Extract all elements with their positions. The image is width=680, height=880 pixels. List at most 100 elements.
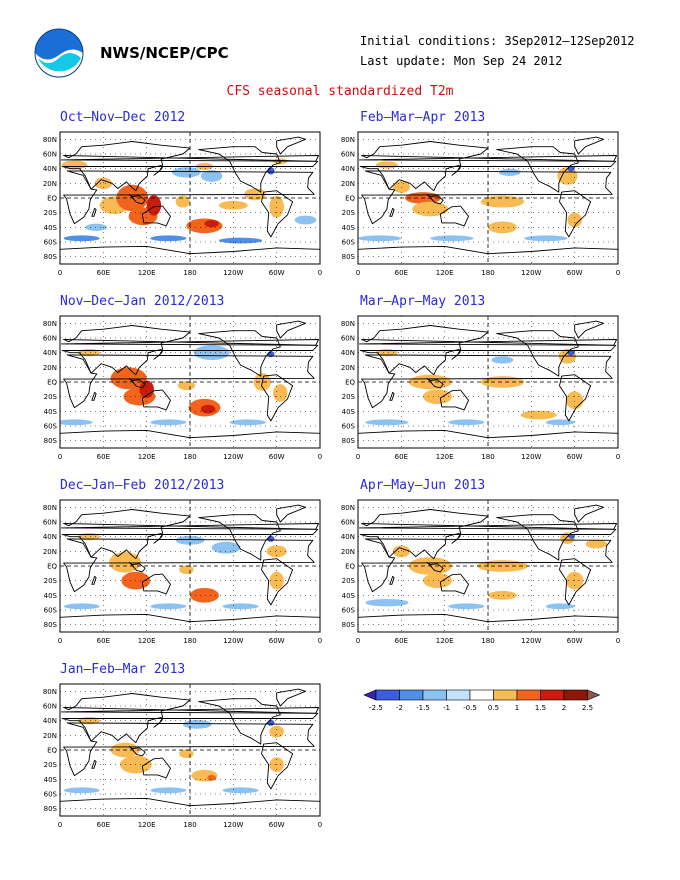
legend-swatch bbox=[363, 689, 377, 701]
lat-tick-label: 60S bbox=[342, 607, 356, 615]
coastline bbox=[91, 207, 97, 217]
coastline bbox=[61, 693, 319, 744]
lon-tick-label: 0 bbox=[356, 637, 360, 645]
coastline bbox=[153, 717, 164, 728]
lat-tick-label: 60N bbox=[43, 519, 57, 527]
lat-tick-label: 20N bbox=[341, 364, 355, 372]
initial-conditions: Initial conditions: 3Sep2012–12Sep2012 bbox=[360, 34, 635, 48]
lat-tick-label: 80S bbox=[342, 253, 356, 261]
lat-tick-label: 60S bbox=[342, 423, 356, 431]
coastline bbox=[574, 320, 605, 339]
legend-swatch bbox=[399, 689, 424, 701]
lat-tick-label: EQ bbox=[47, 195, 57, 203]
color-legend: -2.5 -2 -1.5 -1 -0.5 0.5 1 1.5 2 2.5 bbox=[363, 689, 601, 712]
anomaly-region bbox=[448, 603, 485, 610]
lat-tick-label: 80S bbox=[44, 805, 58, 813]
coastline bbox=[128, 377, 146, 389]
lat-tick-label: 60N bbox=[341, 519, 355, 527]
anomaly-region bbox=[498, 168, 521, 176]
coastline bbox=[60, 245, 320, 264]
lat-tick-label: 20N bbox=[341, 180, 355, 188]
legend-label: -2.5 bbox=[369, 704, 383, 712]
lat-tick-label: 60S bbox=[44, 239, 58, 247]
coastline bbox=[60, 429, 320, 448]
coastline bbox=[426, 193, 444, 205]
coastline bbox=[389, 207, 395, 217]
map-frame bbox=[357, 499, 619, 633]
coastline bbox=[60, 613, 320, 632]
lon-tick-label: 60E bbox=[97, 637, 110, 645]
anomaly-region bbox=[392, 545, 410, 558]
coastline bbox=[261, 374, 294, 422]
legend-label: 2.5 bbox=[582, 704, 593, 712]
coastline bbox=[91, 391, 97, 401]
anomaly-region bbox=[60, 419, 93, 426]
anomaly-region bbox=[150, 603, 187, 610]
lon-tick-label: 180 bbox=[183, 269, 196, 277]
lon-tick-label: 60W bbox=[269, 821, 285, 829]
anomaly-region bbox=[520, 410, 557, 420]
anomaly-region bbox=[204, 220, 219, 228]
lat-tick-label: 60N bbox=[43, 703, 57, 711]
lon-tick-label: 60E bbox=[395, 269, 408, 277]
coastline bbox=[91, 575, 97, 585]
coastline bbox=[451, 533, 462, 544]
panel-title-amj: Apr–May–Jun 2013 bbox=[360, 478, 486, 493]
lat-tick-label: 40S bbox=[342, 592, 356, 600]
lon-tick-label: 60W bbox=[269, 637, 285, 645]
anomaly-region bbox=[150, 419, 187, 426]
lon-tick-label: 0 bbox=[58, 821, 62, 829]
anomaly-region bbox=[269, 195, 284, 218]
lat-tick-label: 60N bbox=[43, 335, 57, 343]
anomaly-region bbox=[423, 573, 452, 588]
map-frame bbox=[59, 683, 321, 817]
lat-tick-label: 40N bbox=[43, 717, 57, 725]
anomaly-region bbox=[150, 235, 187, 242]
coastline bbox=[276, 320, 307, 339]
coastline bbox=[574, 136, 605, 155]
lat-tick-label: 80S bbox=[44, 621, 58, 629]
coastline bbox=[198, 514, 281, 561]
coastline bbox=[276, 688, 307, 707]
lon-tick-label: 180 bbox=[481, 269, 494, 277]
lat-tick-label: 20N bbox=[341, 548, 355, 556]
lon-tick-label: 120E bbox=[138, 821, 156, 829]
coastline bbox=[276, 136, 307, 155]
anomaly-region bbox=[423, 389, 452, 404]
legend-label: 0.5 bbox=[488, 704, 499, 712]
lat-tick-label: EQ bbox=[47, 379, 57, 387]
noaa-logo bbox=[34, 28, 84, 78]
anomaly-region bbox=[567, 212, 582, 228]
anomaly-region bbox=[488, 590, 517, 600]
lat-tick-label: 20S bbox=[44, 393, 58, 401]
coastline bbox=[439, 205, 469, 227]
panel-title-ond: Oct–Nov–Dec 2012 bbox=[60, 110, 186, 125]
coastline bbox=[261, 742, 294, 790]
coastline bbox=[141, 205, 171, 227]
anomaly-region bbox=[110, 367, 147, 390]
lat-tick-label: 20S bbox=[342, 209, 356, 217]
lon-tick-label: 0 bbox=[318, 269, 322, 277]
coastline bbox=[358, 523, 618, 530]
panel-title-jfm: Jan–Feb–Mar 2013 bbox=[60, 662, 186, 677]
anomaly-region bbox=[61, 160, 88, 170]
lon-tick-label: 120W bbox=[223, 453, 243, 461]
lon-tick-label: 180 bbox=[481, 453, 494, 461]
coastline bbox=[63, 538, 315, 593]
coastline bbox=[389, 391, 395, 401]
coastline bbox=[574, 504, 605, 523]
lon-tick-label: 120E bbox=[436, 637, 454, 645]
lat-tick-label: 80N bbox=[43, 504, 57, 512]
lon-tick-label: 0 bbox=[58, 637, 62, 645]
coastline bbox=[198, 146, 281, 193]
legend-label: 2 bbox=[562, 704, 566, 712]
lat-tick-label: EQ bbox=[345, 195, 355, 203]
lon-tick-label: 60W bbox=[269, 453, 285, 461]
lon-tick-label: 0 bbox=[58, 453, 62, 461]
legend-label: -0.5 bbox=[463, 704, 477, 712]
lat-tick-label: 60N bbox=[43, 151, 57, 159]
coastline bbox=[359, 509, 617, 560]
coastline bbox=[63, 354, 315, 409]
